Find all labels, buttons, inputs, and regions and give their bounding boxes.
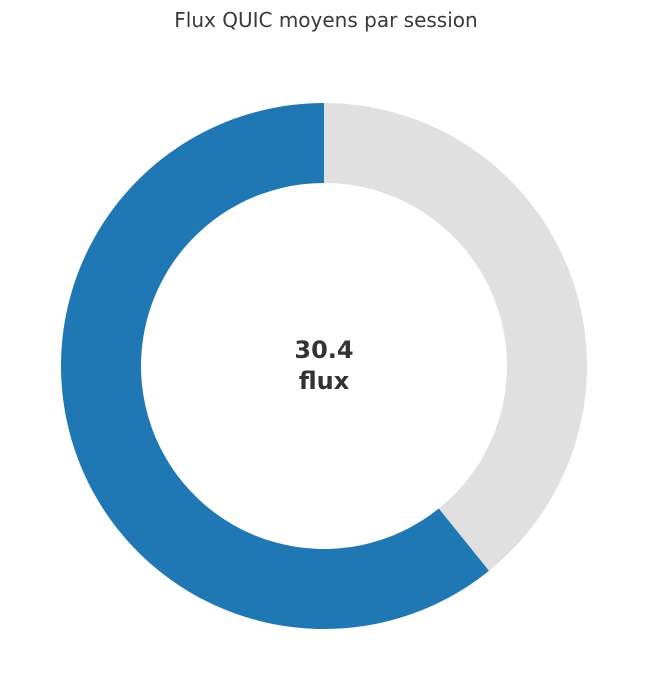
donut-slice-1 [60, 103, 490, 629]
center-value: 30.4 [294, 336, 353, 364]
center-unit: flux [299, 367, 350, 395]
donut-slices [60, 103, 587, 629]
chart-title: Flux QUIC moyens par session [174, 8, 478, 32]
donut-slice-2 [324, 103, 587, 571]
